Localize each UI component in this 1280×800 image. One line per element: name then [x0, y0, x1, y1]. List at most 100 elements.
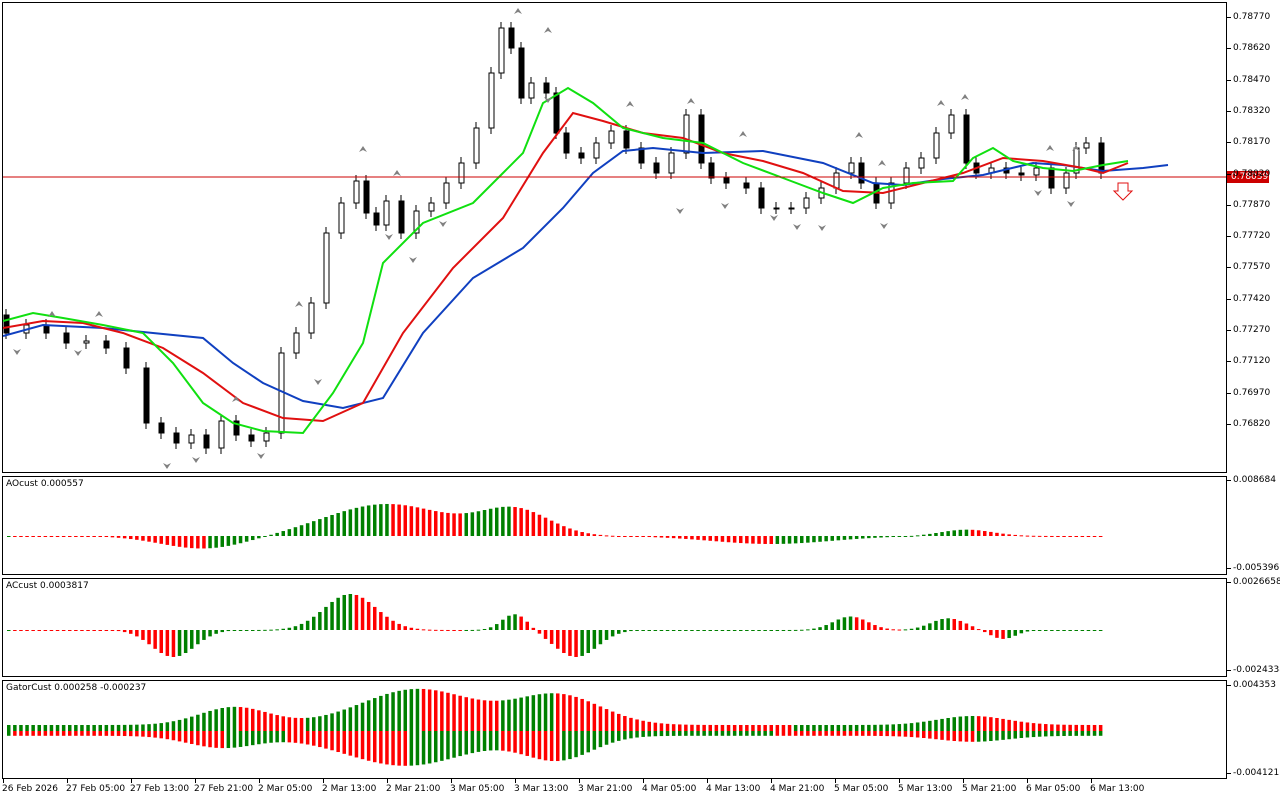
ao-bar [751, 536, 755, 544]
gator-upper-bar [61, 724, 66, 731]
ao-bar [549, 520, 554, 536]
ac-histogram [7, 594, 1103, 657]
gator-axis-bottom: -0.004121 [1233, 768, 1280, 778]
gator-lower-bar [397, 731, 401, 766]
gator-upper-bar [147, 724, 151, 731]
ac-bar [543, 630, 548, 639]
ac-bar [665, 630, 670, 631]
ac-bar [1025, 630, 1030, 632]
candle-body [1083, 142, 1090, 149]
gator-lower-bar [1086, 731, 1091, 736]
gator-upper-bar [964, 716, 969, 731]
gator-lower-bar [409, 731, 414, 766]
ac-bar [757, 630, 761, 631]
fractal-up-icon [1046, 145, 1054, 151]
gator-upper-bar [1001, 718, 1005, 731]
ac-bar [244, 630, 249, 631]
fractal-up-icon [855, 132, 863, 138]
price-tick [1227, 79, 1231, 81]
ac-bar [763, 629, 767, 631]
gator-upper-bar [318, 716, 322, 731]
gator-upper-bar [312, 717, 316, 731]
ao-bar [190, 536, 194, 549]
gator-upper-bar [995, 717, 999, 731]
price-tick [1227, 204, 1231, 206]
ac-bar [74, 630, 78, 631]
candle-body [398, 200, 405, 234]
ao-bar [800, 536, 804, 544]
ac-bar [427, 629, 432, 631]
ao-bar [409, 506, 414, 536]
candle-body [528, 82, 535, 99]
ao-bar [946, 531, 950, 536]
ao-bar [403, 505, 407, 536]
ac-bar [25, 630, 29, 631]
ac-bar [909, 628, 914, 630]
gator-lower-bar [690, 731, 694, 736]
gator-lower-bar [592, 731, 597, 750]
ao-bar [43, 536, 48, 537]
ao-bar [543, 517, 548, 536]
gator-lower-bar [287, 731, 292, 743]
gator-lower-bar [171, 731, 176, 741]
price-label: 0.78020 [1233, 168, 1271, 179]
ao-bar [470, 512, 475, 536]
ac-bar [495, 624, 499, 630]
gator-lower-bar [446, 731, 450, 760]
gator-upper-bar [519, 697, 523, 731]
ao-bar [238, 536, 243, 544]
gator-lower-bar [86, 731, 90, 736]
gator-lower-bar [812, 731, 816, 736]
ao-bar [964, 529, 969, 536]
gator-lower-bar [757, 731, 761, 736]
gator-upper-bar [824, 724, 828, 731]
gator-upper-bar [885, 724, 889, 731]
ac-bar [739, 630, 743, 631]
gator-lower-bar [55, 731, 60, 736]
gator-lower-bar [781, 731, 786, 736]
gator-lower-bar [122, 731, 127, 737]
gator-upper-bar [1092, 724, 1097, 731]
ao-bar [678, 536, 682, 539]
ac-indicator-pane[interactable]: ACcust 0.0003817 [2, 578, 1227, 677]
ac-bar [501, 619, 505, 630]
gator-lower-bar [19, 731, 23, 736]
gator-lower-bar [726, 731, 731, 736]
gator-upper-bar [342, 709, 346, 731]
ac-axis-bottom: -0.0024338 [1233, 665, 1280, 675]
ac-bar [830, 622, 834, 630]
ao-bar [983, 531, 987, 536]
price-tick [1227, 236, 1231, 238]
gator-lower-bar [366, 731, 371, 761]
gator-upper-bar [385, 693, 389, 731]
candle-body [473, 127, 480, 164]
gator-lower-bar [116, 731, 121, 736]
gator-upper-bar [360, 702, 365, 731]
gator-upper-bar [19, 725, 23, 731]
ao-bar [696, 536, 700, 540]
gator-upper-bar [531, 695, 536, 731]
gator-lower-bar [867, 731, 871, 736]
ao-bar [909, 535, 914, 537]
gator-upper-bar [946, 717, 950, 731]
ac-bar [37, 630, 41, 631]
ao-indicator-pane[interactable]: AOcust 0.000557 [2, 476, 1227, 575]
ao-bar [373, 504, 377, 536]
ac-bar [964, 623, 969, 630]
gator-lower-bar [629, 731, 633, 739]
gator-upper-bar [122, 724, 127, 731]
gator-indicator-pane[interactable]: GatorCust 0.000258 -0.000237 [2, 680, 1227, 779]
ac-bar [604, 630, 609, 640]
candle-body [743, 182, 750, 189]
price-label: 0.77720 [1233, 231, 1271, 242]
ao-bar [434, 511, 438, 536]
time-tick [643, 779, 644, 783]
ac-bar [446, 629, 450, 631]
ao-bar [25, 536, 29, 537]
price-chart-pane[interactable] [2, 2, 1227, 473]
gator-lower-bar [604, 731, 609, 745]
price-label: 0.76970 [1233, 387, 1271, 398]
ao-bar [183, 536, 188, 548]
ac-bar [482, 628, 487, 630]
ao-bar [586, 533, 590, 536]
